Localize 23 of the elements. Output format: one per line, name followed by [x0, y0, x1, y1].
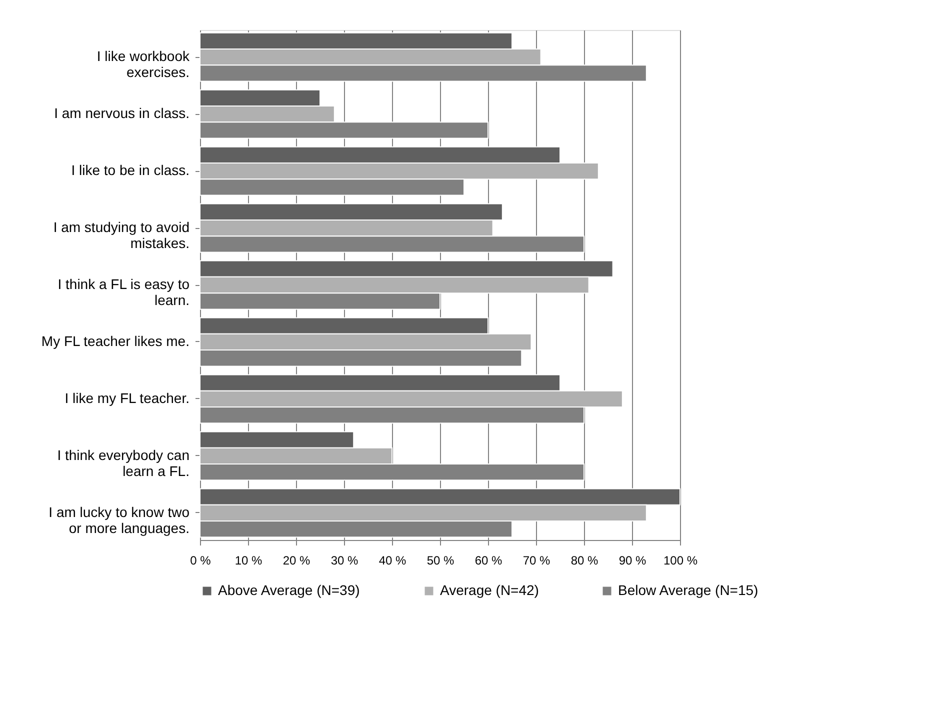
x-tick-label: 100 %: [663, 554, 698, 568]
y-tick-label: I think a FL is easy to learn.: [58, 276, 190, 308]
y-tick-label: I like my FL teacher.: [64, 390, 190, 406]
y-tick-label: I think everybody can learn a FL.: [57, 446, 190, 479]
x-tick-label: 30 %: [330, 554, 358, 568]
x-tick-label: 20 %: [282, 554, 310, 568]
y-tick-label: I am lucky to know two or more languages.: [48, 504, 190, 536]
x-tick-label: 0 %: [190, 554, 212, 568]
legend-label: Average (N=42): [440, 582, 539, 598]
y-tick-label: I like workbook exercises.: [96, 48, 190, 80]
x-tick-label: 50 %: [426, 554, 454, 568]
legend-label: Above Average (N=39): [218, 582, 360, 598]
x-tick-label: 70 %: [522, 554, 550, 568]
y-tick-label: I am nervous in class.: [54, 105, 190, 122]
x-tick-label: 10 %: [234, 554, 262, 568]
x-tick-label: 40 %: [378, 554, 406, 568]
x-tick-label: 60 %: [474, 554, 502, 568]
x-tick-label: 90 %: [618, 554, 646, 568]
y-tick-label: My FL teacher likes me.: [41, 332, 190, 349]
y-tick-label: I am studying to avoid mistakes.: [53, 219, 190, 252]
x-tick-label: 80 %: [570, 554, 598, 568]
y-tick-label: I like to be in class.: [71, 162, 190, 178]
legend-label: Below Average (N=15): [618, 582, 758, 598]
